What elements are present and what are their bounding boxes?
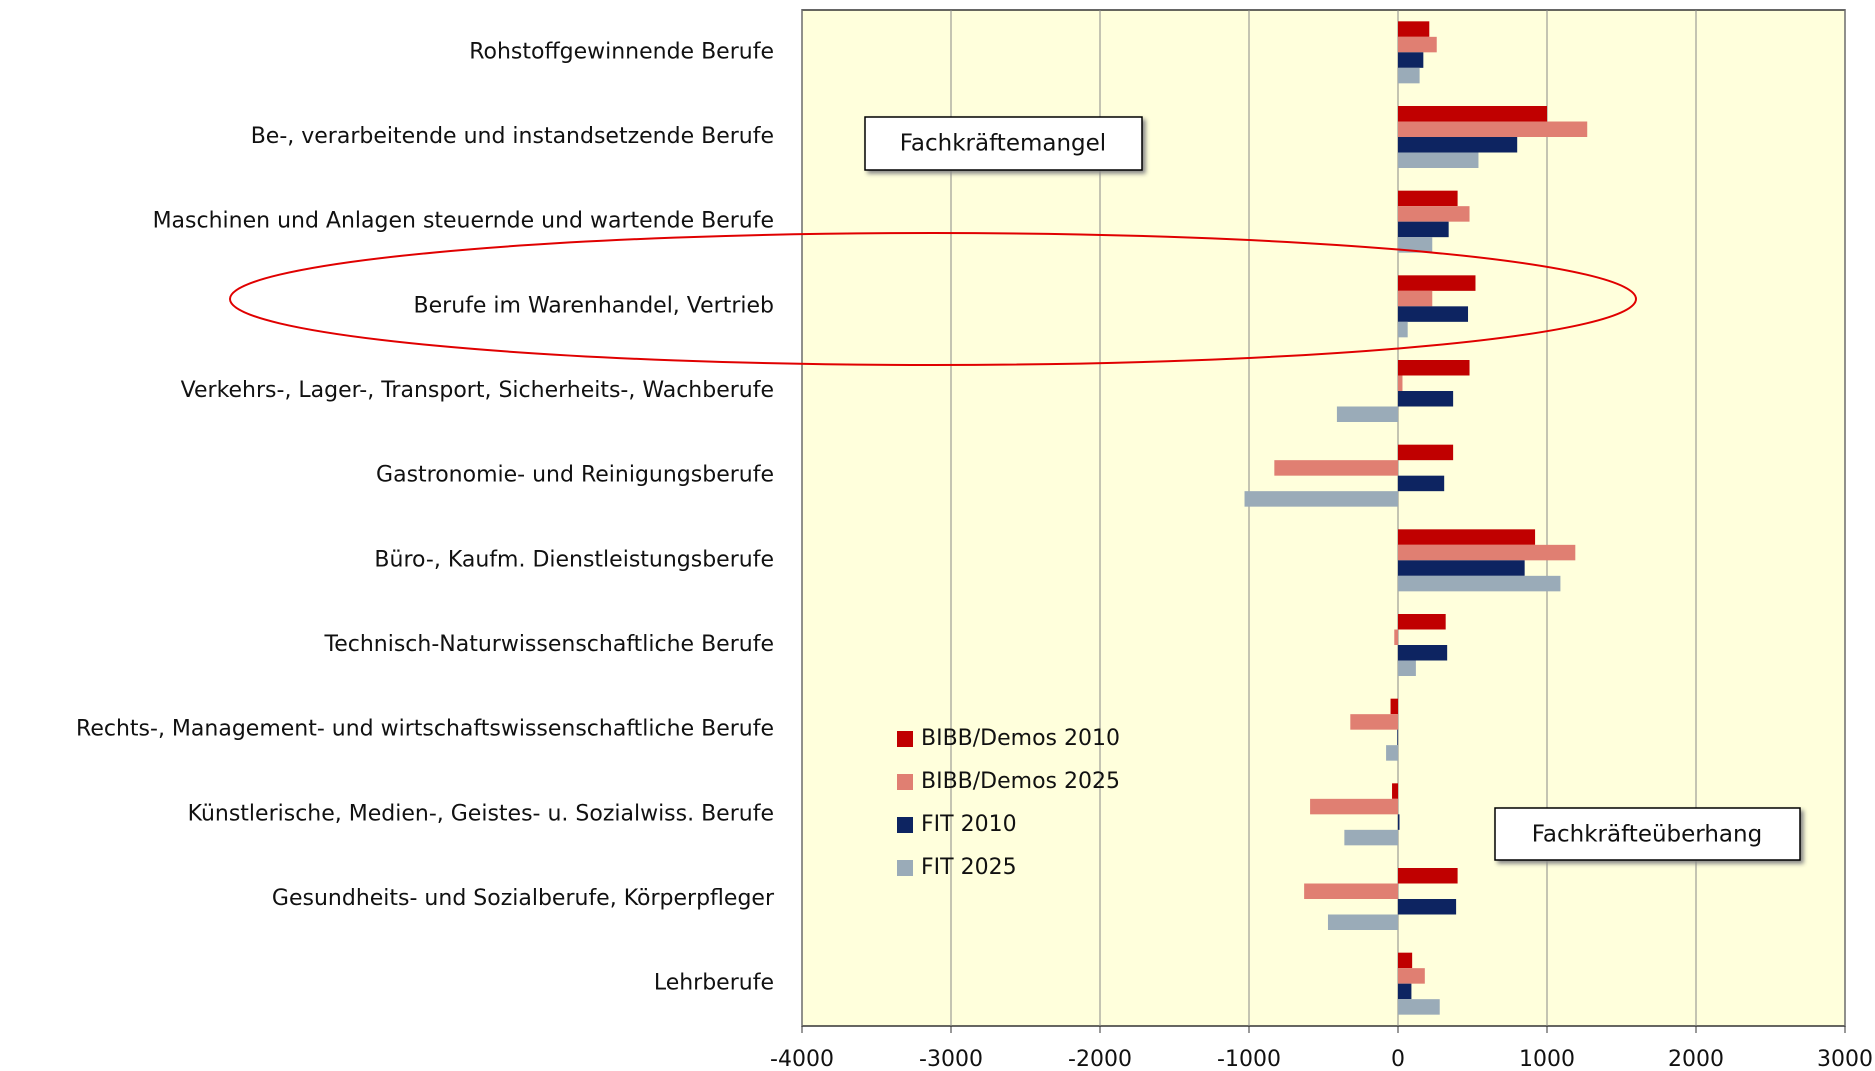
bar bbox=[1274, 460, 1398, 476]
y-tick-label: Gastronomie- und Reinigungsberufe bbox=[376, 463, 774, 488]
x-tick-label: -4000 bbox=[770, 1047, 834, 1071]
bar bbox=[1350, 714, 1398, 730]
bar bbox=[1398, 645, 1448, 661]
bar bbox=[1386, 745, 1398, 761]
bar bbox=[1398, 444, 1454, 461]
bar bbox=[1398, 983, 1412, 1000]
highlight-ellipse bbox=[229, 232, 1637, 366]
y-tick-label: Künstlerische, Medien-, Geistes- u. Sozi… bbox=[188, 801, 774, 826]
bar bbox=[1398, 868, 1458, 884]
bar bbox=[1398, 321, 1408, 338]
bar bbox=[1398, 899, 1457, 915]
bars bbox=[1244, 21, 1588, 1015]
bar bbox=[1398, 275, 1476, 291]
bar bbox=[1398, 21, 1430, 37]
bar bbox=[1398, 137, 1518, 153]
legend-label: FIT 2010 bbox=[921, 812, 1017, 837]
bar bbox=[1336, 406, 1398, 422]
x-tick-label: -1000 bbox=[1217, 1047, 1281, 1071]
x-tick-label: 2000 bbox=[1668, 1047, 1724, 1071]
bar bbox=[1244, 491, 1398, 507]
annotation: Fachkräftemangel bbox=[900, 131, 1106, 157]
bar bbox=[1398, 36, 1437, 53]
bar bbox=[1327, 914, 1398, 930]
legend-swatch bbox=[897, 731, 913, 747]
bar bbox=[1398, 221, 1449, 238]
y-tick-label: Be-, verarbeitende und instandsetzende B… bbox=[251, 124, 774, 149]
y-tick-label: Verkehrs-, Lager-, Transport, Sicherheit… bbox=[181, 378, 774, 403]
annotation-box bbox=[864, 116, 1143, 171]
bar bbox=[1398, 614, 1446, 630]
bar bbox=[1398, 306, 1469, 322]
legend-label: BIBB/Demos 2010 bbox=[921, 726, 1120, 751]
bar bbox=[1398, 475, 1445, 492]
legend-swatch bbox=[897, 817, 913, 833]
y-tick-label: Berufe im Warenhandel, Vertrieb bbox=[414, 293, 774, 318]
bar bbox=[1398, 290, 1433, 307]
bar bbox=[1398, 375, 1403, 391]
x-tick-label: 3000 bbox=[1817, 1047, 1873, 1071]
y-tick-label: Rechts-, Management- und wirtschaftswiss… bbox=[76, 717, 774, 742]
x-tick-label: 0 bbox=[1391, 1047, 1405, 1071]
x-tick-label: 1000 bbox=[1519, 1047, 1575, 1071]
x-tick-label: -3000 bbox=[919, 1047, 983, 1071]
bar bbox=[1398, 660, 1416, 676]
bar bbox=[1397, 729, 1398, 746]
bar bbox=[1398, 206, 1470, 222]
bar bbox=[1398, 67, 1420, 84]
x-tick-label: -2000 bbox=[1068, 1047, 1132, 1071]
y-tick-label: Gesundheits- und Sozialberufe, Körperpfl… bbox=[272, 886, 775, 911]
legend-swatch bbox=[897, 860, 913, 876]
bar bbox=[1398, 106, 1547, 122]
bar bbox=[1398, 952, 1413, 969]
bar bbox=[1398, 999, 1440, 1015]
legend-swatch bbox=[897, 774, 913, 790]
bar bbox=[1398, 190, 1458, 207]
bar bbox=[1398, 152, 1479, 168]
bar bbox=[1398, 814, 1400, 830]
bar bbox=[1398, 52, 1424, 68]
legend-label: FIT 2025 bbox=[921, 855, 1017, 880]
bar bbox=[1398, 391, 1454, 407]
bar bbox=[1398, 237, 1433, 253]
bar bbox=[1310, 798, 1398, 815]
bar bbox=[1344, 829, 1398, 846]
bar bbox=[1398, 575, 1561, 592]
bar bbox=[1398, 968, 1425, 984]
bar bbox=[1398, 121, 1588, 137]
y-tick-label: Lehrberufe bbox=[654, 971, 774, 996]
annotation: Fachkräfteüberhang bbox=[1532, 822, 1762, 848]
bar bbox=[1398, 544, 1576, 561]
bar bbox=[1398, 560, 1525, 576]
bar bbox=[1392, 783, 1398, 799]
y-tick-label: Technisch-Naturwissenschaftliche Berufe bbox=[324, 632, 775, 657]
y-tick-label: Maschinen und Anlagen steuernde und wart… bbox=[153, 209, 774, 234]
bar bbox=[1390, 698, 1398, 715]
bar bbox=[1304, 883, 1398, 899]
bar bbox=[1398, 529, 1536, 545]
legend-label: BIBB/Demos 2025 bbox=[921, 769, 1120, 794]
annotation-box bbox=[1494, 807, 1801, 861]
bar bbox=[1394, 629, 1398, 645]
bar bbox=[1398, 360, 1470, 376]
y-tick-label: Büro-, Kaufm. Dienstleistungsberufe bbox=[374, 547, 774, 572]
y-tick-label: Rohstoffgewinnende Berufe bbox=[469, 39, 774, 64]
